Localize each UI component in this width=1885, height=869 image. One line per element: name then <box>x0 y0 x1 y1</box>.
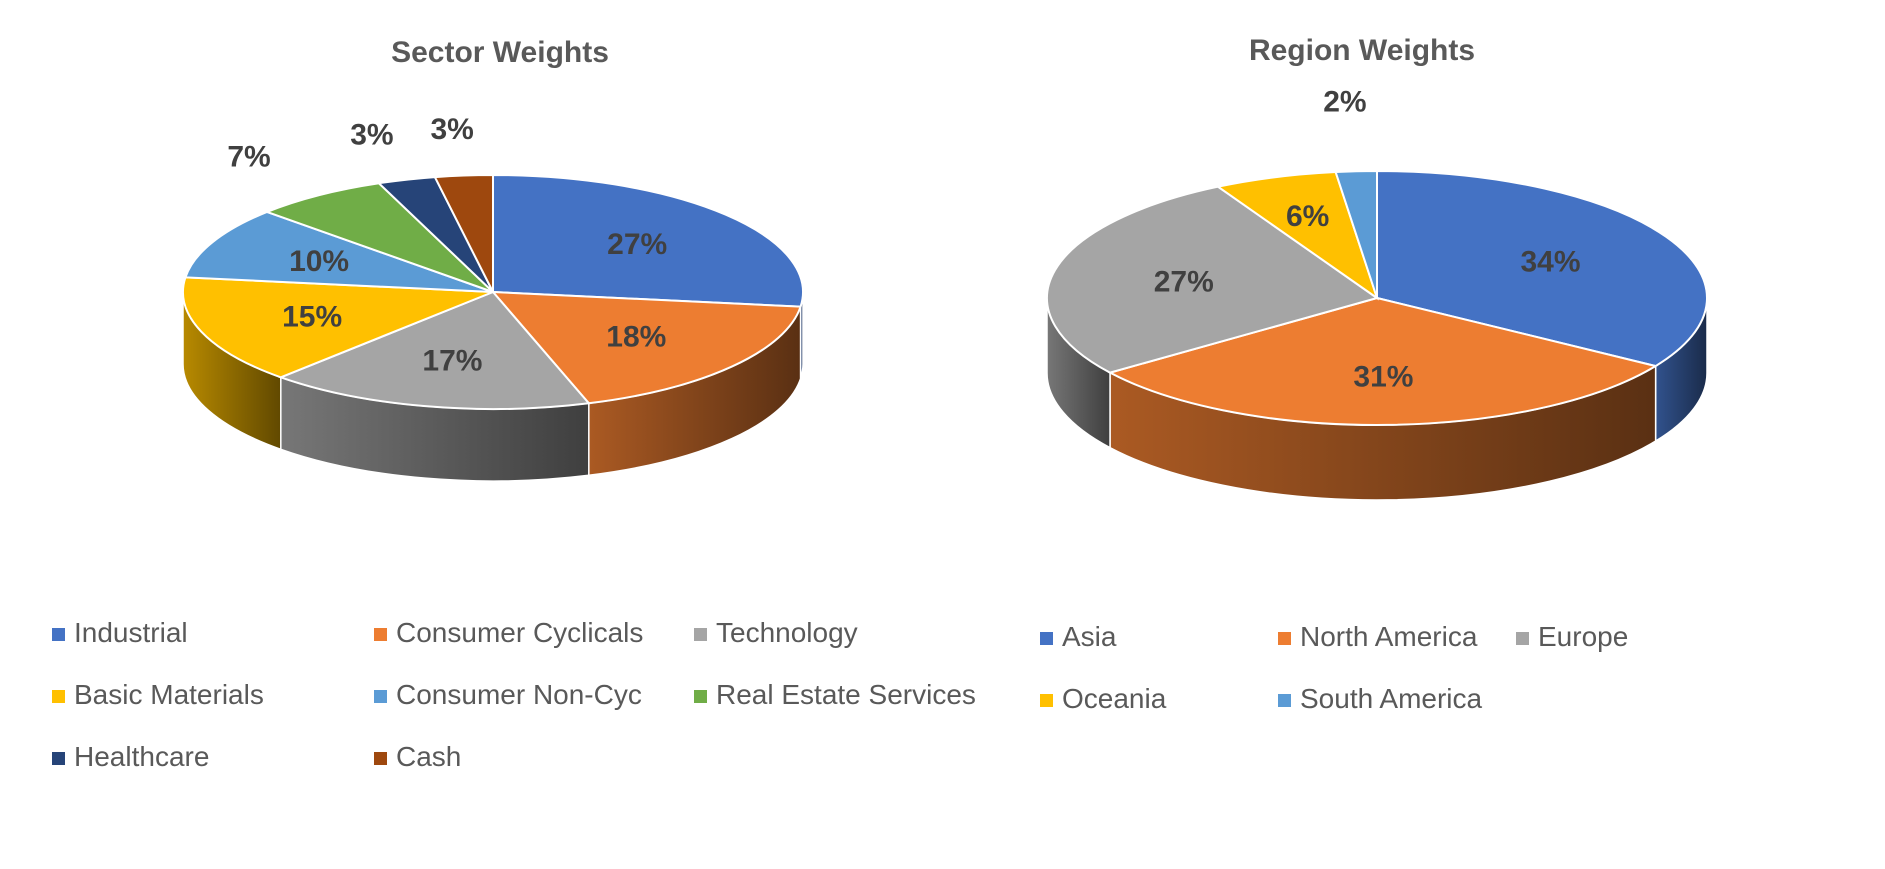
sector-slice-consumer-cyclicals <box>490 290 802 405</box>
region-data-label-asia: 34% <box>1520 245 1580 278</box>
region-slice-south-america <box>1334 169 1378 299</box>
sector-legend-swatch-healthcare <box>52 752 65 765</box>
sector-slice-technology <box>277 290 591 410</box>
sector-legend-label-real-estate-services: Real Estate Services <box>716 679 976 710</box>
sector-data-label-basic-materials: 15% <box>282 301 342 334</box>
sector-data-label-technology: 17% <box>422 345 482 378</box>
sector-legend-label-healthcare: Healthcare <box>74 741 209 772</box>
region-slice-oceania <box>1215 170 1379 301</box>
region-legend-swatch-south-america <box>1278 694 1291 707</box>
region-chart-title: Region Weights <box>1249 34 1475 67</box>
region-legend-swatch-europe <box>1516 632 1529 645</box>
region-legend-swatch-asia <box>1040 632 1053 645</box>
sector-data-label-consumer-cyclicals: 18% <box>606 321 666 354</box>
sector-legend: Industrial Consumer Cyclicals Technology Ba… <box>52 617 976 772</box>
sector-data-label-real-estate-services: 7% <box>227 141 270 174</box>
region-legend-swatch-oceania <box>1040 694 1053 707</box>
region-legend-swatch-north-america <box>1278 632 1291 645</box>
sector-data-label-industrial: 27% <box>607 228 667 261</box>
sector-slice-basic-materials <box>182 276 494 379</box>
sector-pie: 27% 18% 17% 15% 10% 7% 3% 3% <box>182 113 804 482</box>
region-data-label-north-america: 31% <box>1353 361 1413 394</box>
sector-legend-label-technology: Technology <box>716 617 858 648</box>
region-slice-north-america <box>1107 296 1659 426</box>
region-legend-label-north-america: North America <box>1300 621 1478 652</box>
region-data-label-europe: 27% <box>1154 265 1214 298</box>
region-legend-label-south-america: South America <box>1300 683 1483 714</box>
sector-legend-swatch-cash <box>374 752 387 765</box>
region-data-label-south-america: 2% <box>1323 86 1366 119</box>
sector-legend-swatch-basic-materials <box>52 690 65 703</box>
sector-slice-consumer-non-cyc <box>184 210 494 293</box>
region-data-label-oceania: 6% <box>1286 200 1329 233</box>
sector-data-label-healthcare: 3% <box>350 119 393 152</box>
region-legend: Asia North America Europe Oceania South Amer… <box>1040 621 1628 714</box>
sector-legend-swatch-consumer-cyclicals <box>374 628 387 641</box>
sector-legend-label-industrial: Industrial <box>74 617 188 648</box>
sector-legend-swatch-industrial <box>52 628 65 641</box>
sector-slice-real-estate-services <box>264 182 494 293</box>
sector-slice-cash <box>433 173 494 293</box>
sector-legend-swatch-consumer-non-cyc <box>374 690 387 703</box>
region-legend-label-oceania: Oceania <box>1062 683 1167 714</box>
region-legend-label-europe: Europe <box>1538 621 1628 652</box>
sector-legend-label-cash: Cash <box>396 741 461 772</box>
sector-legend-label-consumer-non-cyc: Consumer Non-Cyc <box>396 679 642 710</box>
sector-legend-label-basic-materials: Basic Materials <box>74 679 264 710</box>
sector-legend-label-consumer-cyclicals: Consumer Cyclicals <box>396 617 643 648</box>
region-pie: 34% 31% 27% 6% 2% <box>1046 86 1708 501</box>
sector-data-label-consumer-non-cyc: 10% <box>289 245 349 278</box>
sector-chart-title: Sector Weights <box>391 36 609 69</box>
sector-slice-industrial <box>492 173 804 308</box>
sector-legend-swatch-technology <box>694 628 707 641</box>
region-legend-label-asia: Asia <box>1062 621 1117 652</box>
sector-legend-swatch-real-estate-services <box>694 690 707 703</box>
region-slice-europe <box>1046 185 1380 374</box>
sector-data-label-cash: 3% <box>430 113 473 146</box>
